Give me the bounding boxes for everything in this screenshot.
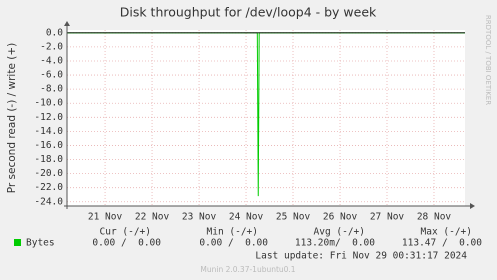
y-tick-label: -10.0 <box>34 98 63 109</box>
x-tick-label: 21 Nov <box>88 212 123 223</box>
y-axis-label: Pr second read (-) / write (+) <box>6 43 18 194</box>
x-tick-label: 24 Nov <box>229 212 264 223</box>
x-tick-label: 26 Nov <box>323 212 358 223</box>
x-arrow <box>470 203 475 209</box>
y-tick-label: -12.0 <box>34 112 63 123</box>
y-tick-label: -8.0 <box>40 84 63 95</box>
watermark: RRDTOOL / TOBI OETIKER <box>484 15 492 105</box>
x-tick-label: 27 Nov <box>370 212 405 223</box>
y-tick-label: -18.0 <box>34 154 63 165</box>
summary-value: 113.47 / 0.00 <box>402 238 482 249</box>
y-tick-label: -2.0 <box>40 41 63 52</box>
summary-value: 113.20m/ 0.00 <box>295 238 375 249</box>
plot-area <box>67 30 465 206</box>
y-tick-label: -16.0 <box>34 140 63 151</box>
y-tick-label: -14.0 <box>34 126 63 137</box>
y-tick-label: -6.0 <box>40 70 63 81</box>
y-tick-label: -4.0 <box>40 55 63 66</box>
summary-header: Cur (-/+) <box>100 227 151 238</box>
y-tick-label: -22.0 <box>34 182 63 193</box>
x-tick-label: 25 Nov <box>276 212 311 223</box>
y-tick-label: -24.0 <box>34 196 63 207</box>
marks <box>67 32 465 197</box>
y-tick-label: 0.0 <box>46 27 63 38</box>
last-update: Last update: Fri Nov 29 00:31:17 2024 <box>255 251 467 262</box>
legend-label: Bytes <box>26 238 55 249</box>
summary-header: Min (-/+) <box>207 227 258 238</box>
summary-header: Max (-/+) <box>421 227 472 238</box>
y-arrow <box>64 21 70 26</box>
y-tick-label: -20.0 <box>34 168 63 179</box>
summary-value: 0.00 / 0.00 <box>199 238 268 249</box>
x-tick-label: 22 Nov <box>135 212 170 223</box>
grid <box>67 30 465 206</box>
x-tick-label: 23 Nov <box>182 212 217 223</box>
legend: Cur (-/+) Min (-/+) Avg (-/+) Max (-/+) Byte… <box>14 227 482 249</box>
summary-value: 0.00 / 0.00 <box>92 238 161 249</box>
summary-header: Avg (-/+) <box>314 227 365 238</box>
footer: Munin 2.0.37-1ubuntu0.1 <box>200 265 295 274</box>
x-tick-label: 28 Nov <box>417 212 452 223</box>
legend-swatch <box>14 239 21 246</box>
chart-title: Disk throughput for /dev/loop4 - by week <box>120 5 377 20</box>
